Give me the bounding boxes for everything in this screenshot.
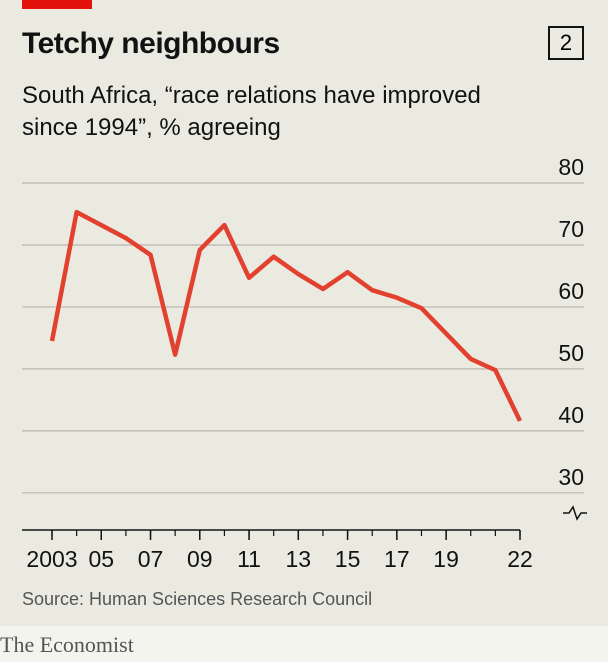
x-tick-label: 09: [187, 546, 213, 572]
brand: The Economist: [0, 632, 134, 657]
x-tick-label: 2003: [26, 546, 77, 572]
y-tick-label: 70: [558, 216, 584, 242]
chart-subtitle: South Africa, “race relations have impro…: [22, 82, 481, 141]
chart-number: 2: [548, 26, 584, 60]
chart-title: Tetchy neighbours: [22, 27, 280, 60]
chart-panel: Tetchy neighbours 2 South Africa, “race …: [0, 0, 608, 626]
x-tick-label: 22: [507, 546, 533, 572]
x-tick-label: 07: [138, 546, 164, 572]
x-tick-label: 19: [433, 546, 459, 572]
x-tick-label: 17: [384, 546, 410, 572]
x-tick-label: 05: [88, 546, 114, 572]
y-tick-label: 40: [558, 402, 584, 428]
y-tick-label: 30: [558, 464, 584, 490]
data-line: [49, 209, 523, 422]
x-tick-label: 13: [286, 546, 312, 572]
axis-break: [563, 505, 587, 521]
y-tick-label: 80: [558, 154, 584, 180]
plot: 30 40 50 60 70 80 2003 05 07 09 11 13 15 17 19 22: [22, 154, 587, 572]
x-tick-label: 11: [237, 546, 261, 572]
source: Source: Human Sciences Research Council: [22, 589, 373, 609]
brand-bar: [22, 0, 92, 9]
x-tick-label: 15: [335, 546, 361, 572]
y-tick-label: 60: [558, 278, 584, 304]
y-tick-label: 50: [558, 340, 584, 366]
